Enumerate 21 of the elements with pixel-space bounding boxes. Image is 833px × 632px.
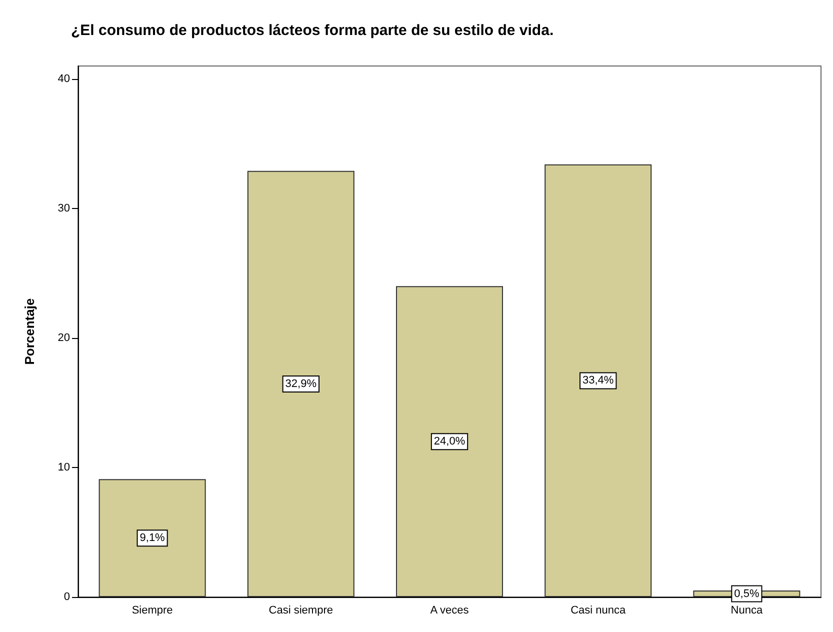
bar xyxy=(98,479,206,597)
data-label: 33,4% xyxy=(582,374,614,387)
chart-title: ¿El consumo de productos lácteos forma parte de su estilo de vida. xyxy=(71,22,554,39)
bar xyxy=(544,164,652,597)
y-tick-label: 0 xyxy=(64,591,70,603)
data-label: 0,5% xyxy=(734,588,760,600)
y-tick-label: 30 xyxy=(58,202,70,214)
x-tick-label: Siempre xyxy=(132,604,173,616)
data-label: 9,1% xyxy=(140,532,166,544)
y-tick-label: 40 xyxy=(58,72,70,85)
y-axis-title: Porcentaje xyxy=(22,298,37,365)
data-label: 32,9% xyxy=(285,378,317,390)
x-tick-label: Casi siempre xyxy=(268,604,333,616)
x-tick-label: A veces xyxy=(430,604,470,616)
data-label: 24,0% xyxy=(434,436,466,448)
x-tick-label: Casi nunca xyxy=(570,604,626,616)
bar xyxy=(247,170,354,597)
y-tick-label: 20 xyxy=(58,332,70,344)
y-tick-label: 10 xyxy=(58,461,70,474)
bar xyxy=(396,286,503,597)
x-tick-label: Nunca xyxy=(730,604,764,616)
